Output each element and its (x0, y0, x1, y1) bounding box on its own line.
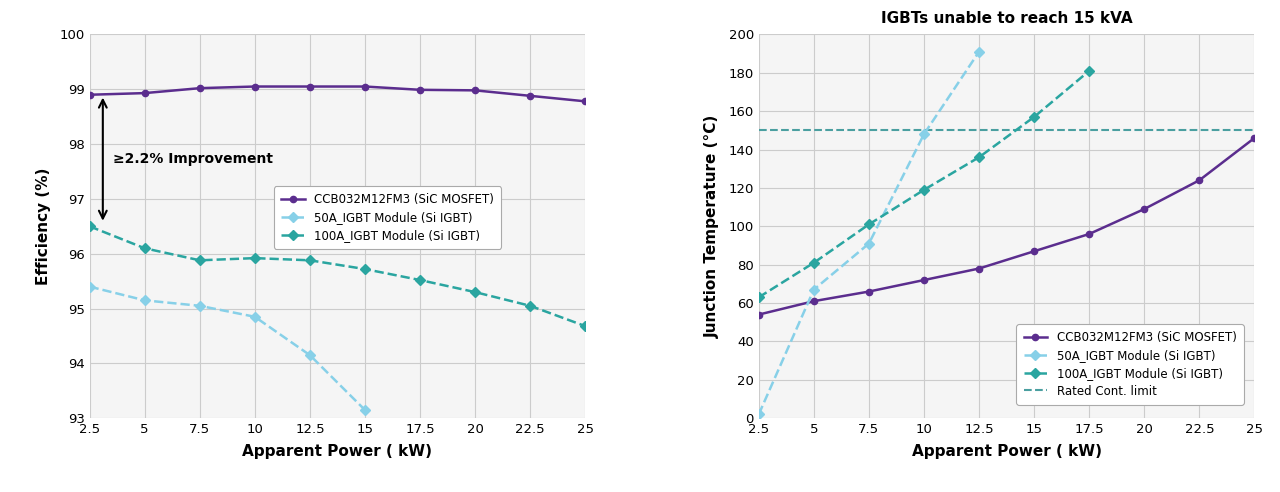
X-axis label: Apparent Power ( kW): Apparent Power ( kW) (911, 444, 1102, 460)
Title: IGBTs unable to reach 15 kVA: IGBTs unable to reach 15 kVA (881, 11, 1133, 27)
Legend: CCB032M12FM3 (SiC MOSFET), 50A_IGBT Module (Si IGBT), 100A_IGBT Module (Si IGBT): CCB032M12FM3 (SiC MOSFET), 50A_IGBT Modu… (274, 186, 500, 249)
Legend: CCB032M12FM3 (SiC MOSFET), 50A_IGBT Module (Si IGBT), 100A_IGBT Module (Si IGBT): CCB032M12FM3 (SiC MOSFET), 50A_IGBT Modu… (1016, 324, 1244, 404)
Text: ≥2.2% Improvement: ≥2.2% Improvement (113, 152, 273, 166)
Y-axis label: Junction Temperature (°C): Junction Temperature (°C) (705, 115, 721, 338)
X-axis label: Apparent Power ( kW): Apparent Power ( kW) (242, 444, 433, 460)
Y-axis label: Efficiency (%): Efficiency (%) (36, 168, 51, 285)
